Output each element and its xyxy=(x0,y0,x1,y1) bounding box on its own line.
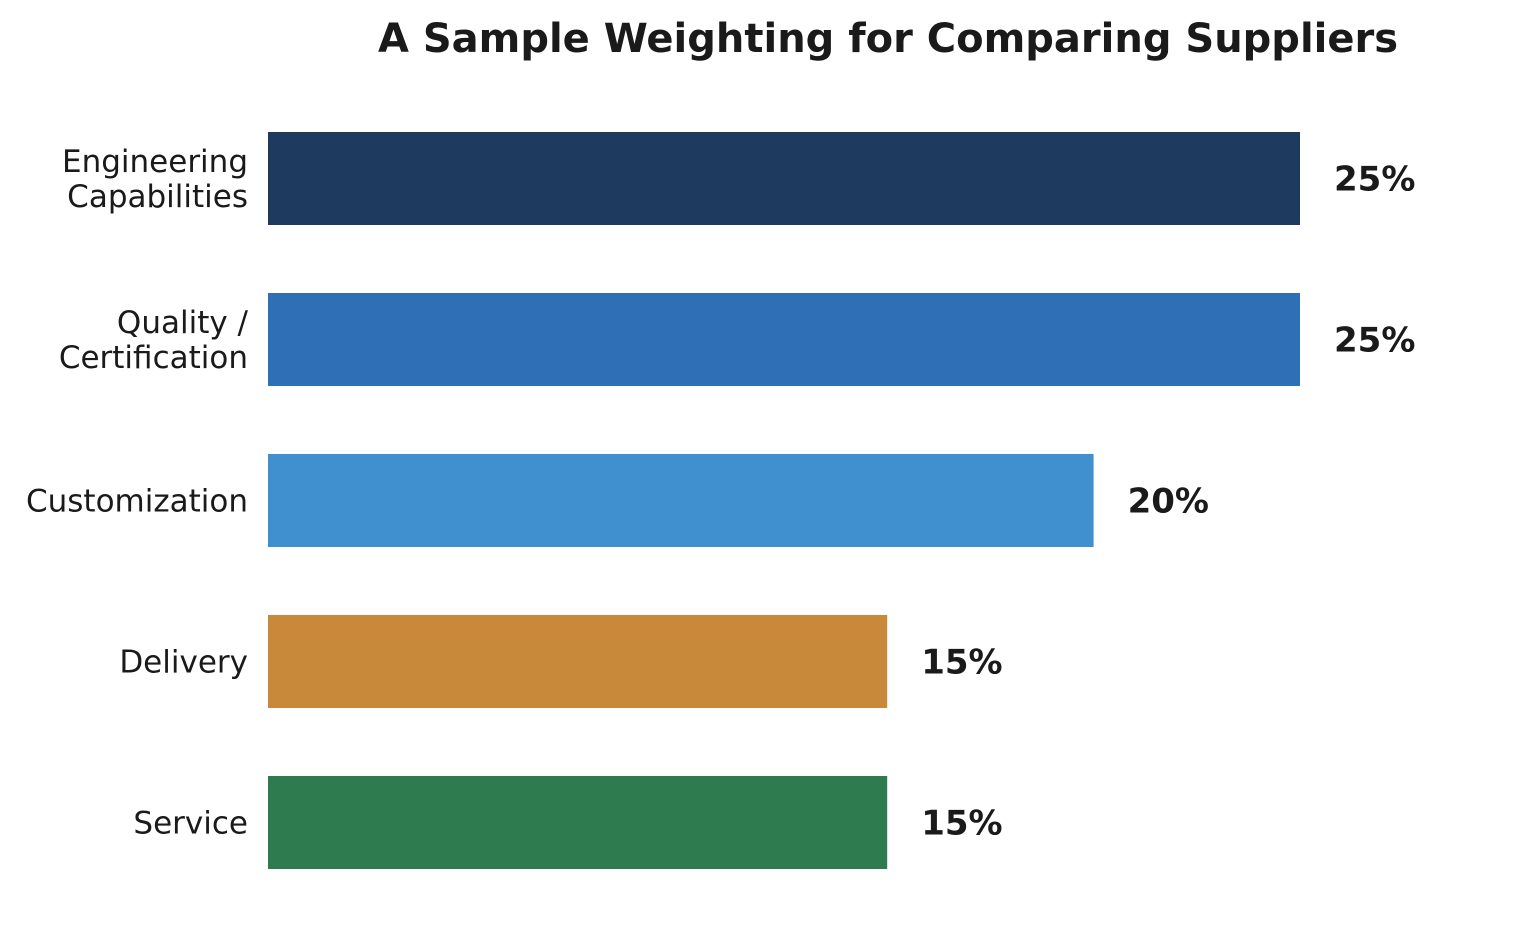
bar xyxy=(268,776,888,869)
value-label: 25% xyxy=(1334,321,1415,361)
category-labels: Engineering Capabilities Quality / Certific… xyxy=(26,144,249,842)
bar xyxy=(268,293,1300,386)
value-label: 15% xyxy=(921,804,1002,844)
category-label: Delivery xyxy=(119,645,248,681)
bars-layer xyxy=(268,132,1300,869)
category-label: Engineering Capabilities xyxy=(62,144,248,215)
bar xyxy=(268,454,1094,547)
value-labels: 25% 25% 20% 15% 15% xyxy=(921,160,1415,844)
value-label: 25% xyxy=(1334,160,1415,200)
bar xyxy=(268,132,1300,225)
value-label: 15% xyxy=(921,643,1002,683)
category-label: Quality / Certification xyxy=(59,305,249,376)
category-label: Customization xyxy=(26,484,248,520)
category-label: Service xyxy=(133,806,248,842)
value-label: 20% xyxy=(1128,482,1209,522)
chart-title: A Sample Weighting for Comparing Supplie… xyxy=(378,16,1398,62)
bar xyxy=(268,615,888,708)
